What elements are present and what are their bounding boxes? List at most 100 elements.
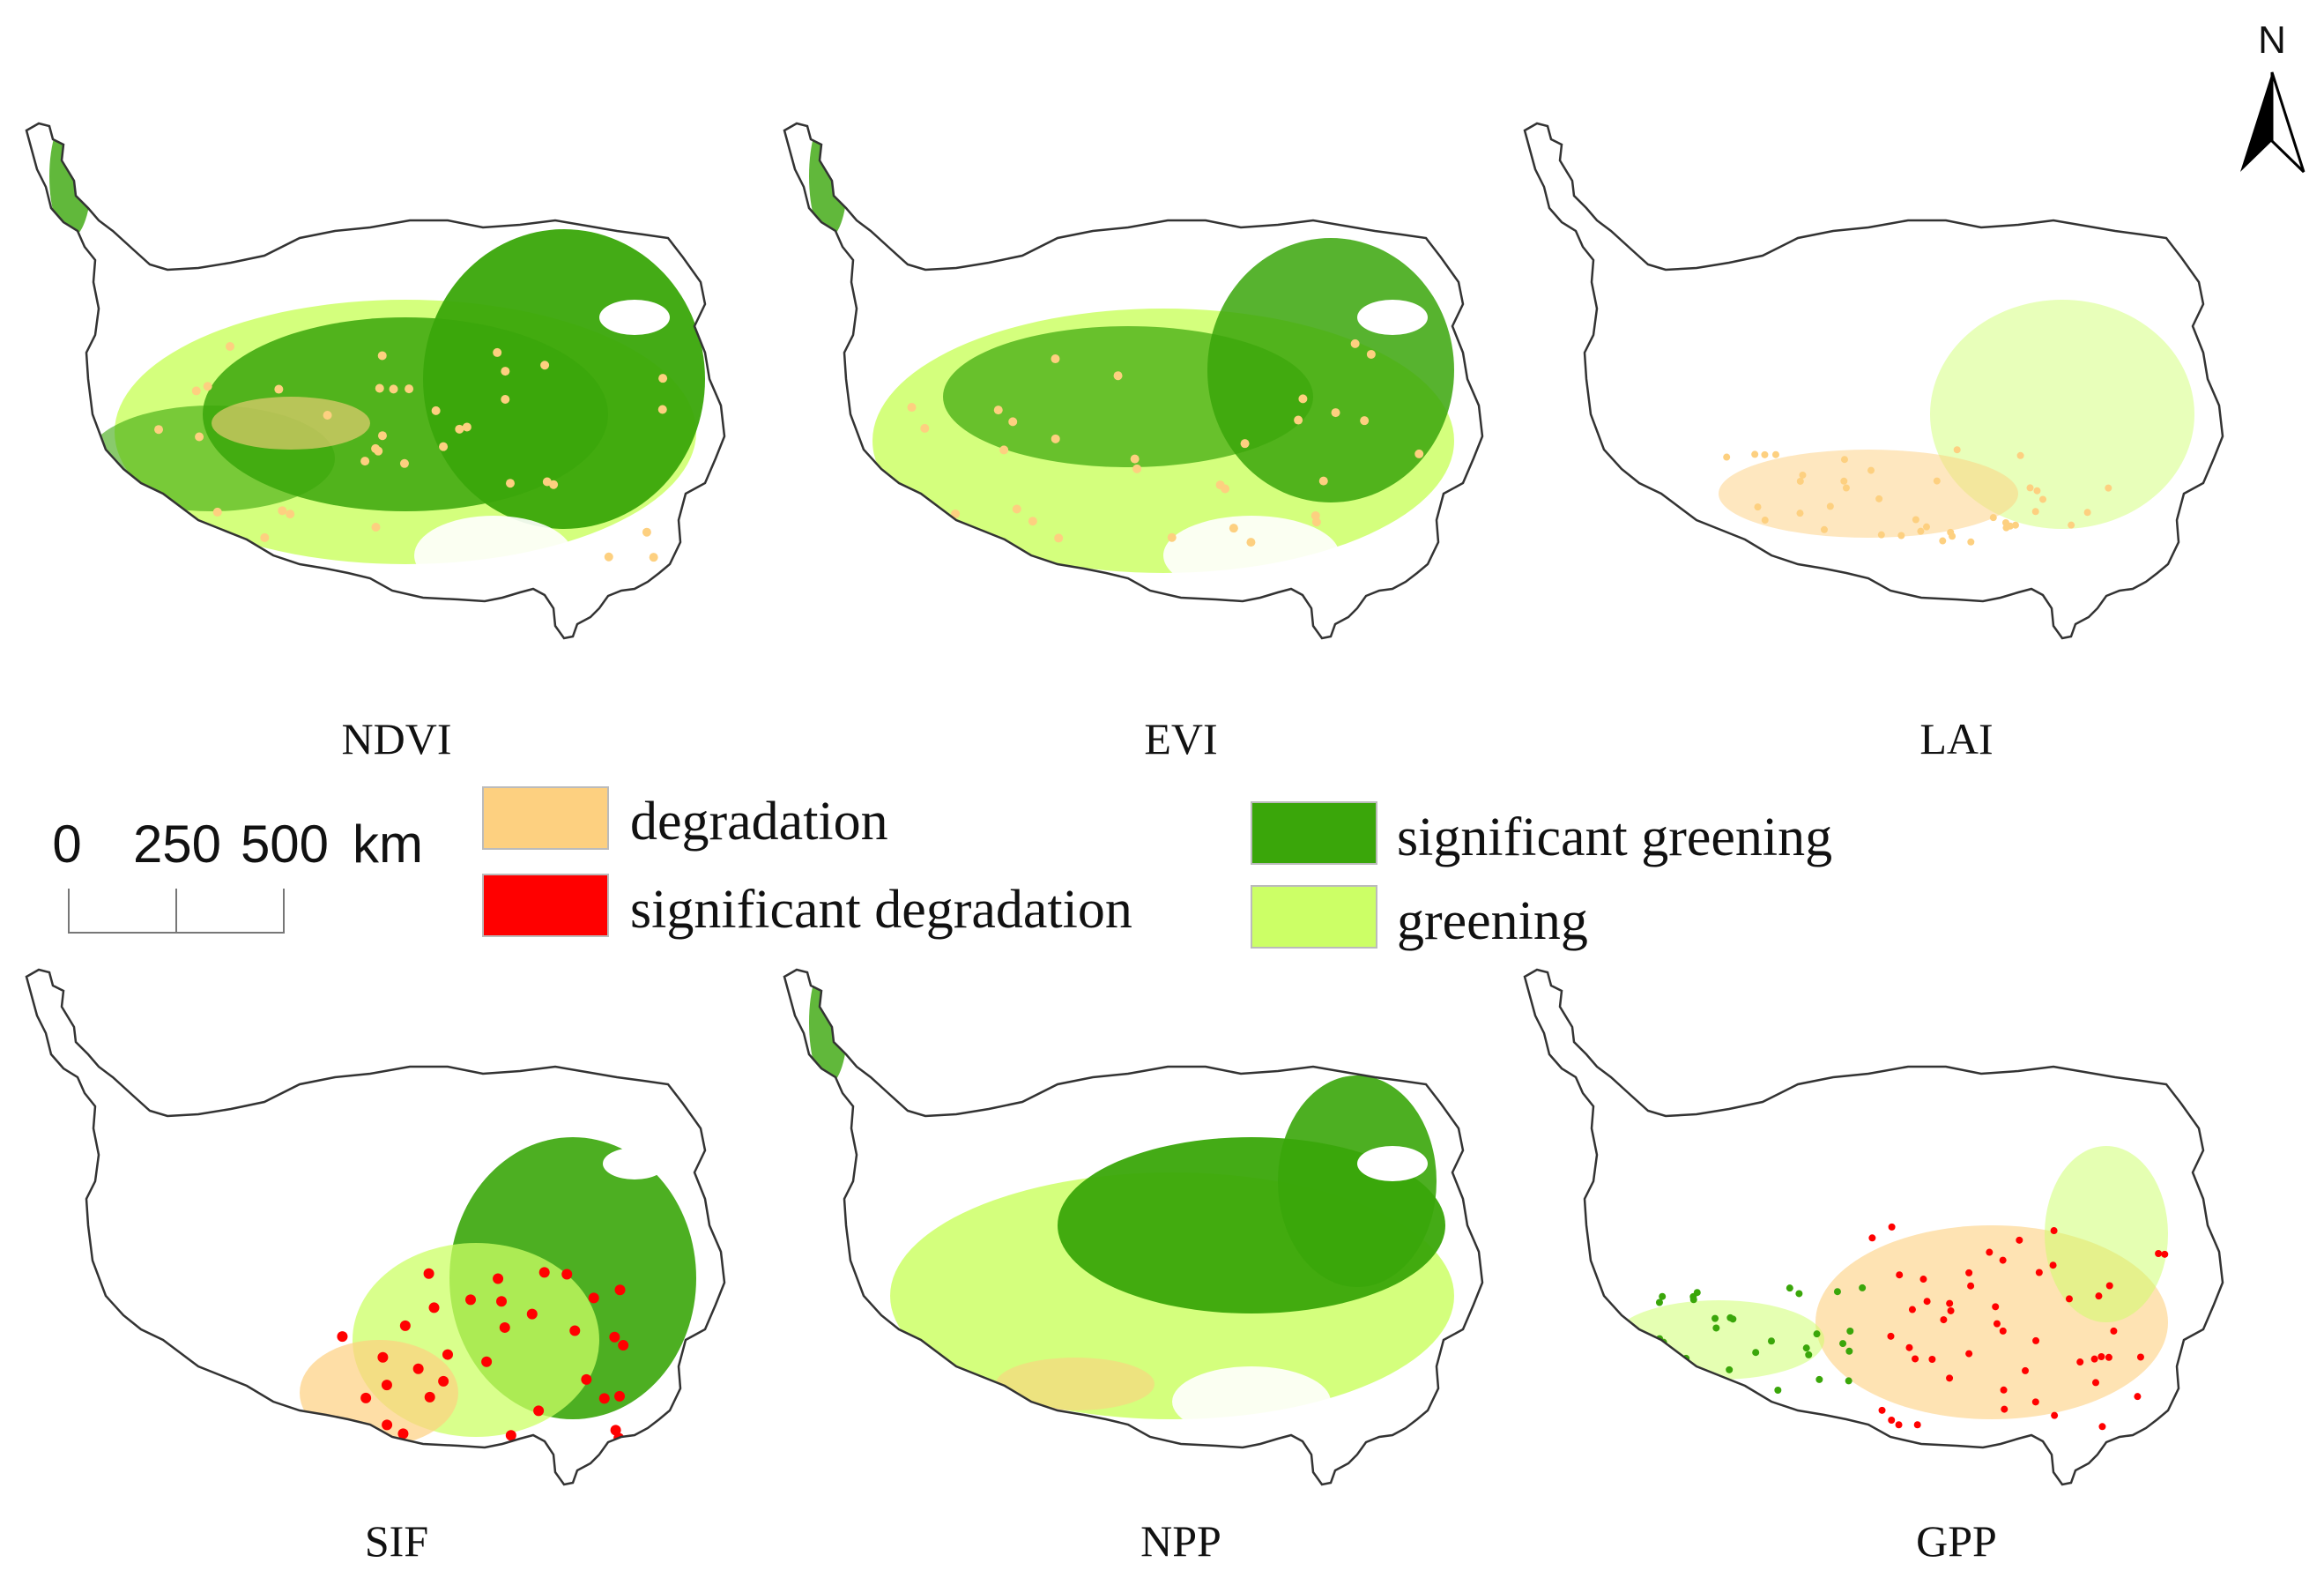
significant-degradation-speck bbox=[1986, 1248, 1994, 1256]
significant-degradation-speck bbox=[2110, 1327, 2118, 1335]
degradation-speck bbox=[1360, 416, 1370, 426]
degradation-speck bbox=[642, 527, 651, 537]
degradation-speck bbox=[1840, 477, 1848, 485]
degradation-speck bbox=[501, 367, 510, 376]
north-arrow-left-half bbox=[2240, 72, 2272, 172]
significant-degradation-speck bbox=[1947, 1306, 1955, 1314]
degradation-speck bbox=[1939, 537, 1947, 545]
significant-greening-speck bbox=[1795, 1290, 1803, 1298]
significant-degradation-speck bbox=[2098, 1353, 2105, 1361]
degradation-speck bbox=[1842, 484, 1850, 492]
degradation-speck bbox=[2011, 521, 2019, 529]
significant-degradation-speck bbox=[588, 1292, 599, 1304]
significant-degradation-speck bbox=[598, 1393, 610, 1404]
significant-greening-area bbox=[943, 326, 1313, 467]
significant-degradation-speck bbox=[1999, 1256, 2007, 1264]
significant-greening-speck bbox=[1663, 1377, 1671, 1385]
significant-degradation-speck bbox=[1928, 1356, 1936, 1364]
degradation-speck bbox=[286, 510, 295, 519]
degradation-speck bbox=[1311, 517, 1321, 527]
significant-degradation-speck bbox=[1965, 1269, 1973, 1276]
degradation-speck bbox=[2105, 484, 2112, 492]
degradation-speck bbox=[1877, 531, 1885, 539]
significant-greening-speck bbox=[1846, 1327, 1854, 1335]
significant-degradation-speck bbox=[618, 1340, 629, 1351]
map-label-gpp: GPP bbox=[1916, 1516, 1997, 1566]
legend: degradation significant degradation sign… bbox=[482, 786, 1832, 951]
map-label-sif: SIF bbox=[365, 1516, 428, 1566]
significant-degradation-speck bbox=[496, 1296, 508, 1307]
degradation-speck bbox=[1132, 464, 1142, 473]
significant-greening-speck bbox=[1833, 1288, 1841, 1296]
degradation-speck bbox=[1246, 538, 1256, 547]
scale-unit: km bbox=[353, 815, 423, 874]
significant-degradation-speck bbox=[569, 1325, 581, 1336]
degradation-speck bbox=[1751, 450, 1759, 458]
significant-degradation-speck bbox=[538, 1267, 550, 1278]
significant-degradation-speck bbox=[397, 1428, 409, 1440]
significant-greening-speck bbox=[1845, 1377, 1853, 1385]
significant-degradation-speck bbox=[1912, 1355, 1919, 1363]
degradation-speck bbox=[1130, 454, 1140, 464]
lake-area bbox=[1357, 1146, 1428, 1181]
significant-degradation-speck bbox=[2105, 1282, 2113, 1290]
legend-swatch-degradation bbox=[482, 786, 609, 850]
degradation-speck bbox=[154, 425, 164, 435]
significant-degradation-speck bbox=[1908, 1306, 1916, 1313]
degradation-speck bbox=[1771, 450, 1779, 458]
scale-tick-500: 500 bbox=[241, 815, 329, 874]
significant-greening-speck bbox=[1815, 1375, 1823, 1383]
significant-degradation-speck bbox=[1967, 1282, 1975, 1290]
degradation-speck bbox=[951, 509, 961, 518]
significant-degradation-speck bbox=[1993, 1320, 2001, 1328]
significant-degradation-speck bbox=[2051, 1411, 2059, 1419]
degradation-speck bbox=[2002, 524, 2010, 532]
significant-degradation-speck bbox=[1919, 1276, 1927, 1284]
map-npp bbox=[783, 968, 1484, 1486]
north-arrow-right-half bbox=[2270, 71, 2305, 174]
significant-degradation-speck bbox=[1868, 1234, 1876, 1242]
degradation-speck bbox=[1912, 516, 1919, 524]
degradation-speck bbox=[212, 507, 222, 517]
significant-greening-speck bbox=[1802, 1344, 1810, 1352]
degradation-speck bbox=[1826, 502, 1834, 510]
significant-degradation-speck bbox=[505, 1430, 516, 1441]
significant-degradation-speck bbox=[614, 1284, 626, 1296]
north-arrow: N bbox=[2240, 19, 2305, 174]
degradation-speck bbox=[377, 351, 387, 361]
degradation-speck bbox=[2083, 509, 2091, 517]
significant-degradation-speck bbox=[1940, 1316, 1948, 1324]
significant-degradation-speck bbox=[614, 1390, 626, 1402]
significant-greening-speck bbox=[1655, 1299, 1663, 1306]
degradation-speck bbox=[1953, 446, 1961, 454]
significant-degradation-speck bbox=[1965, 1350, 1973, 1358]
degradation-speck bbox=[1796, 477, 1804, 485]
degradation-speck bbox=[2026, 484, 2034, 492]
degradation-speck bbox=[505, 479, 515, 488]
degradation-speck bbox=[1113, 371, 1123, 381]
significant-degradation-speck bbox=[2155, 1250, 2163, 1258]
degradation-speck bbox=[278, 506, 287, 516]
degradation-speck bbox=[493, 347, 502, 357]
map-ndvi bbox=[25, 122, 726, 640]
significant-degradation-speck bbox=[428, 1302, 440, 1313]
degradation-speck bbox=[1229, 524, 1238, 533]
degradation-speck bbox=[657, 405, 667, 414]
degradation-speck bbox=[1723, 453, 1731, 461]
bare-area bbox=[414, 516, 573, 595]
legend-swatch-greening bbox=[1251, 885, 1377, 949]
degradation-speck bbox=[172, 542, 182, 552]
degradation-speck bbox=[1331, 408, 1340, 418]
degradation-speck bbox=[399, 458, 409, 468]
degradation-area bbox=[212, 397, 370, 450]
significant-greening-speck bbox=[1774, 1386, 1782, 1394]
significant-greening-speck bbox=[1859, 1284, 1867, 1291]
significant-greening-speck bbox=[1659, 1361, 1667, 1369]
significant-degradation-speck bbox=[610, 1425, 621, 1436]
degradation-speck bbox=[323, 411, 332, 420]
degradation-speck bbox=[462, 422, 471, 432]
significant-degradation-speck bbox=[1888, 1416, 1896, 1424]
degradation-speck bbox=[1028, 517, 1037, 526]
degradation-speck bbox=[999, 445, 1009, 455]
